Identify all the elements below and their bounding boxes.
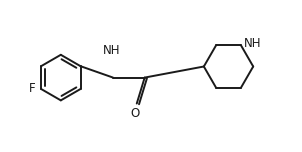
Text: NH: NH bbox=[244, 37, 262, 50]
Text: NH: NH bbox=[103, 44, 120, 57]
Text: O: O bbox=[130, 107, 140, 120]
Text: F: F bbox=[29, 83, 35, 95]
